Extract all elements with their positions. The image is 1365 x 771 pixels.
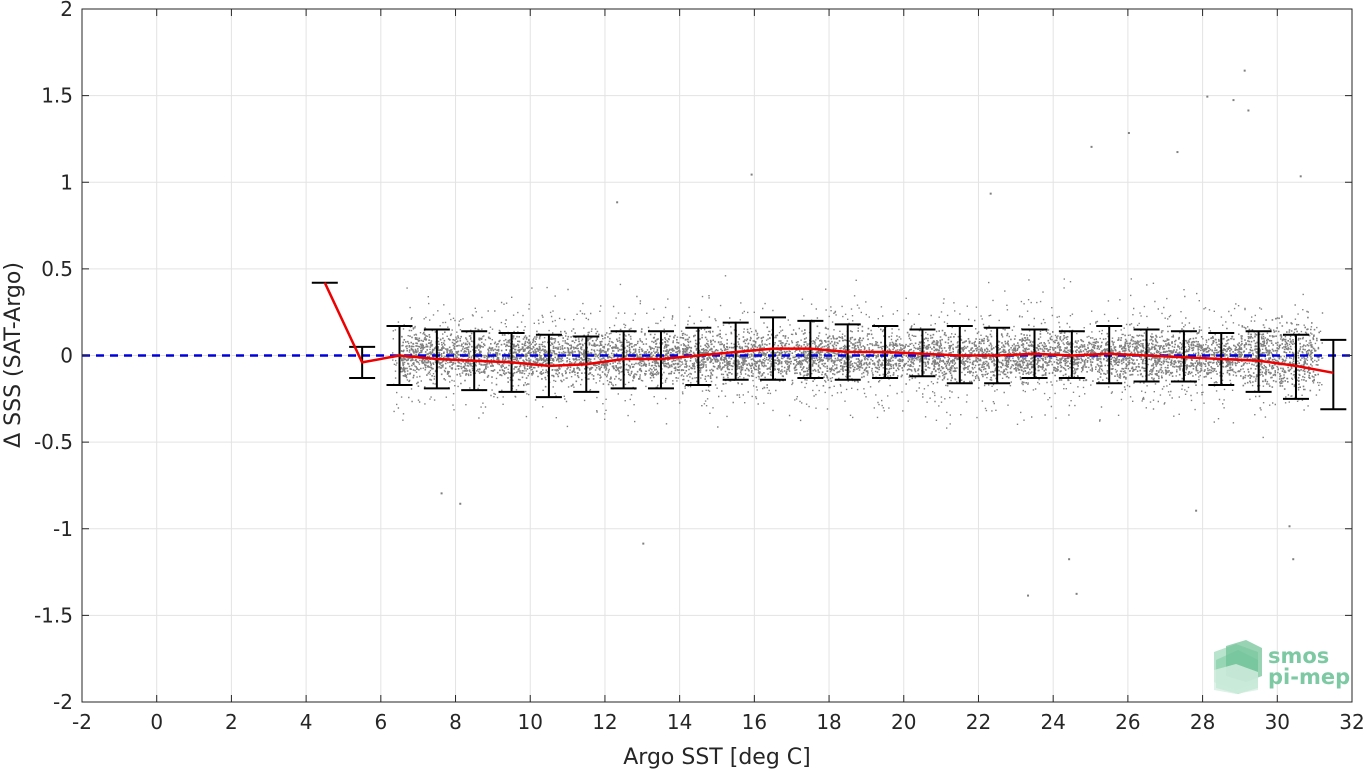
y-tick-label: -1 xyxy=(53,517,73,541)
y-axis-label: Δ SSS (SAT-Argo) xyxy=(1,262,26,448)
x-tick-label: 32 xyxy=(1339,710,1364,734)
scatter-outlier xyxy=(440,492,443,495)
x-tick-label: 26 xyxy=(1115,710,1140,734)
x-tick-label: 22 xyxy=(966,710,991,734)
scatter-outlier xyxy=(989,192,992,195)
scatter-outlier xyxy=(1288,525,1291,528)
x-tick-label: 30 xyxy=(1265,710,1290,734)
x-tick-label: 14 xyxy=(667,710,692,734)
smos-pimep-logo: smos pi-mep xyxy=(1214,640,1350,694)
scatter-outlier xyxy=(1247,109,1250,112)
scatter-outlier xyxy=(750,173,753,176)
x-tick-label: 10 xyxy=(518,710,543,734)
mean-series-line xyxy=(323,282,1334,375)
x-tick-label: 6 xyxy=(374,710,387,734)
y-tick-label: 0.5 xyxy=(41,257,73,281)
y-tick-label: 1 xyxy=(60,170,73,194)
scatter-outlier xyxy=(1206,95,1209,98)
scatter-outlier xyxy=(1090,145,1093,148)
mean-line xyxy=(323,282,1334,375)
scatter-outlier xyxy=(1243,69,1246,72)
scatter-outlier xyxy=(1292,558,1295,561)
x-tick-label: 2 xyxy=(225,710,238,734)
scatter-outlier xyxy=(1195,509,1198,512)
scatter-outlier xyxy=(1027,594,1030,597)
scatter-outlier xyxy=(1299,175,1302,178)
scatter-outlier xyxy=(616,201,619,204)
x-tick-label: 4 xyxy=(300,710,313,734)
x-tick-label: -2 xyxy=(72,710,92,734)
y-ticks: 2 1.5 1 0.5 0 -0.5 -1 -1.5 -2 xyxy=(34,0,1352,714)
scatter-outlier xyxy=(1232,99,1235,102)
y-tick-label: -0.5 xyxy=(34,430,73,454)
y-tick-label: -2 xyxy=(53,690,73,714)
x-tick-label: 20 xyxy=(891,710,916,734)
x-tick-label: 12 xyxy=(592,710,617,734)
scatter-outlier xyxy=(459,502,462,505)
x-tick-label: 8 xyxy=(449,710,462,734)
y-tick-label: 2 xyxy=(60,0,73,21)
scatter-outlier xyxy=(1068,558,1071,561)
scatter-outlier xyxy=(642,542,645,545)
scatter-outlier xyxy=(1127,132,1130,135)
x-axis-label: Argo SST [deg C] xyxy=(623,745,810,770)
x-tick-label: 28 xyxy=(1190,710,1215,734)
logo-text-smos: smos xyxy=(1268,644,1329,668)
x-tick-label: 16 xyxy=(742,710,767,734)
y-tick-label: -1.5 xyxy=(34,603,73,627)
scatter-cloud-core xyxy=(399,316,1320,409)
scatter-outlier xyxy=(1176,151,1179,154)
x-tick-label: 18 xyxy=(816,710,841,734)
logo-mark-icon xyxy=(1214,640,1262,694)
y-tick-label: 0 xyxy=(60,344,73,368)
logo-text-pimep: pi-mep xyxy=(1268,665,1350,689)
scatter-outlier xyxy=(1075,592,1078,595)
x-tick-label: 0 xyxy=(150,710,163,734)
y-tick-label: 1.5 xyxy=(41,84,73,108)
x-tick-label: 24 xyxy=(1040,710,1065,734)
x-ticks: -2 0 2 4 6 8 10 12 14 16 18 20 22 24 26 28 30 32 xyxy=(72,9,1365,734)
